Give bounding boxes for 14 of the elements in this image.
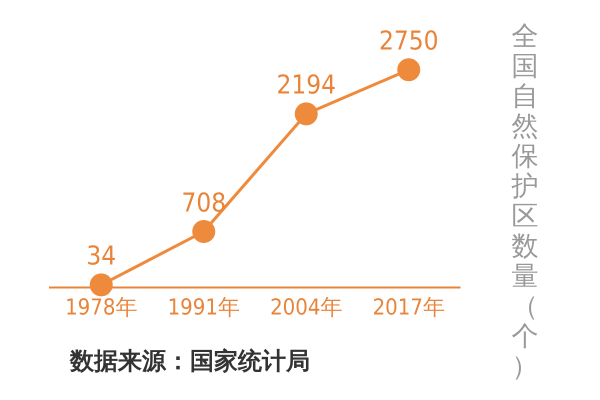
data-label: 2194: [276, 70, 336, 101]
x-tick-label: 2017年: [372, 296, 445, 321]
x-tick-label: 1978年: [65, 296, 138, 321]
x-tick-label: 2004年: [270, 296, 342, 321]
data-label: 34: [86, 242, 116, 272]
data-label: 2750: [378, 26, 439, 57]
source-note: 数据来源：国家统计局: [70, 346, 310, 377]
x-tick-label: 1991年: [168, 296, 240, 321]
text: 全国自然保护区数量（个）: [512, 21, 538, 382]
point: [192, 220, 216, 244]
data-label: 708: [181, 188, 226, 218]
point: [294, 102, 318, 126]
point: [397, 58, 420, 82]
point: [90, 273, 113, 296]
